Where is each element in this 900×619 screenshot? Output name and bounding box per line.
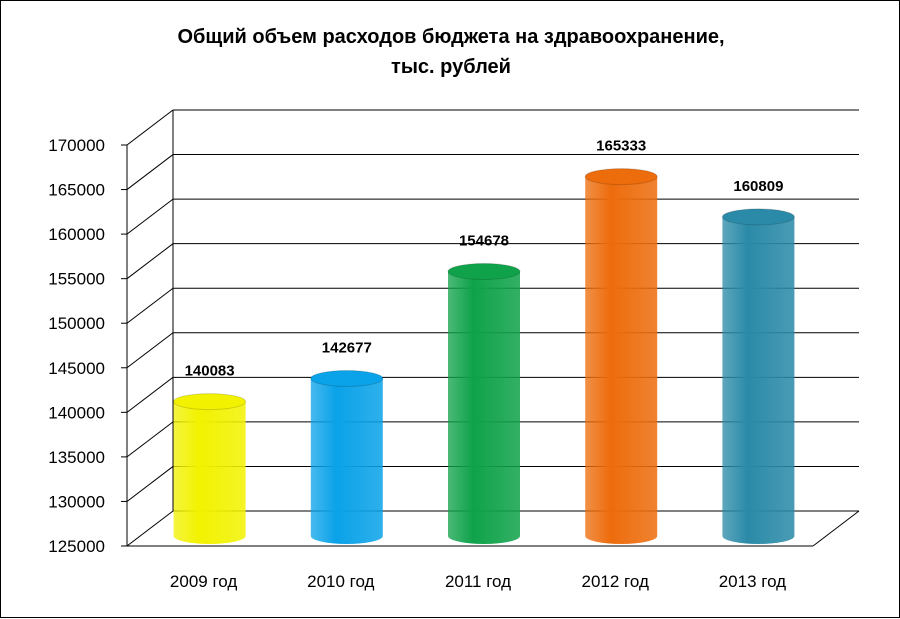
y-tick-label: 145000 [48,359,105,378]
side-wall-gridline [126,198,174,235]
x-category-label: 2011 год [445,572,511,591]
y-tick-label: 130000 [48,492,105,511]
bar-top [310,369,384,387]
data-label: 160809 [733,178,783,195]
bar-top [584,168,658,186]
side-wall-gridline [126,421,174,458]
side-wall-gridline [126,243,174,280]
bar-body [448,271,520,544]
side-wall-gridline [126,376,174,413]
x-category-label: 2012 год [582,572,649,591]
x-category-label: 2009 год [170,572,237,591]
bar-body [722,216,795,544]
bar-top [173,393,247,411]
bars-layer [173,168,795,545]
bar-body [585,176,658,545]
data-label: 142677 [322,339,372,356]
chart-title-line-1: Общий объем расходов бюджета на здравоох… [177,26,724,48]
bar-top [721,208,795,226]
axis-layer: 125000 130000 135000 140000 145000 150000 1550… [48,110,860,556]
side-wall-gridline [126,287,174,324]
bar-top [447,263,521,281]
y-tick-label: 135000 [48,448,105,467]
bar-body [173,401,246,544]
data-label: 165333 [596,138,646,155]
y-tick-label: 150000 [48,314,105,333]
side-wall-gridline [126,332,174,369]
x-category-label: 2013 год [719,572,786,591]
y-tick-label: 170000 [48,136,105,155]
side-wall-gridline [126,154,174,190]
side-wall-gridline [126,510,174,547]
data-label: 140083 [185,363,235,380]
y-tick-label: 165000 [48,181,105,200]
labels-layer: 140083 2009 год 142677 2010 год 154678 2011 г… [170,138,786,591]
y-tick-label: 160000 [48,225,105,244]
data-label: 154678 [459,233,509,250]
floor-right-edge [812,510,860,547]
y-tick-label: 125000 [48,537,105,556]
y-tick-label: 155000 [48,270,105,289]
chart-title-line-2: тыс. рублей [391,56,511,78]
x-category-label: 2010 год [307,572,374,591]
side-wall-gridline [126,466,174,502]
bar-body [310,378,383,544]
side-wall-gridline [126,109,174,146]
y-tick-label: 140000 [48,403,105,422]
